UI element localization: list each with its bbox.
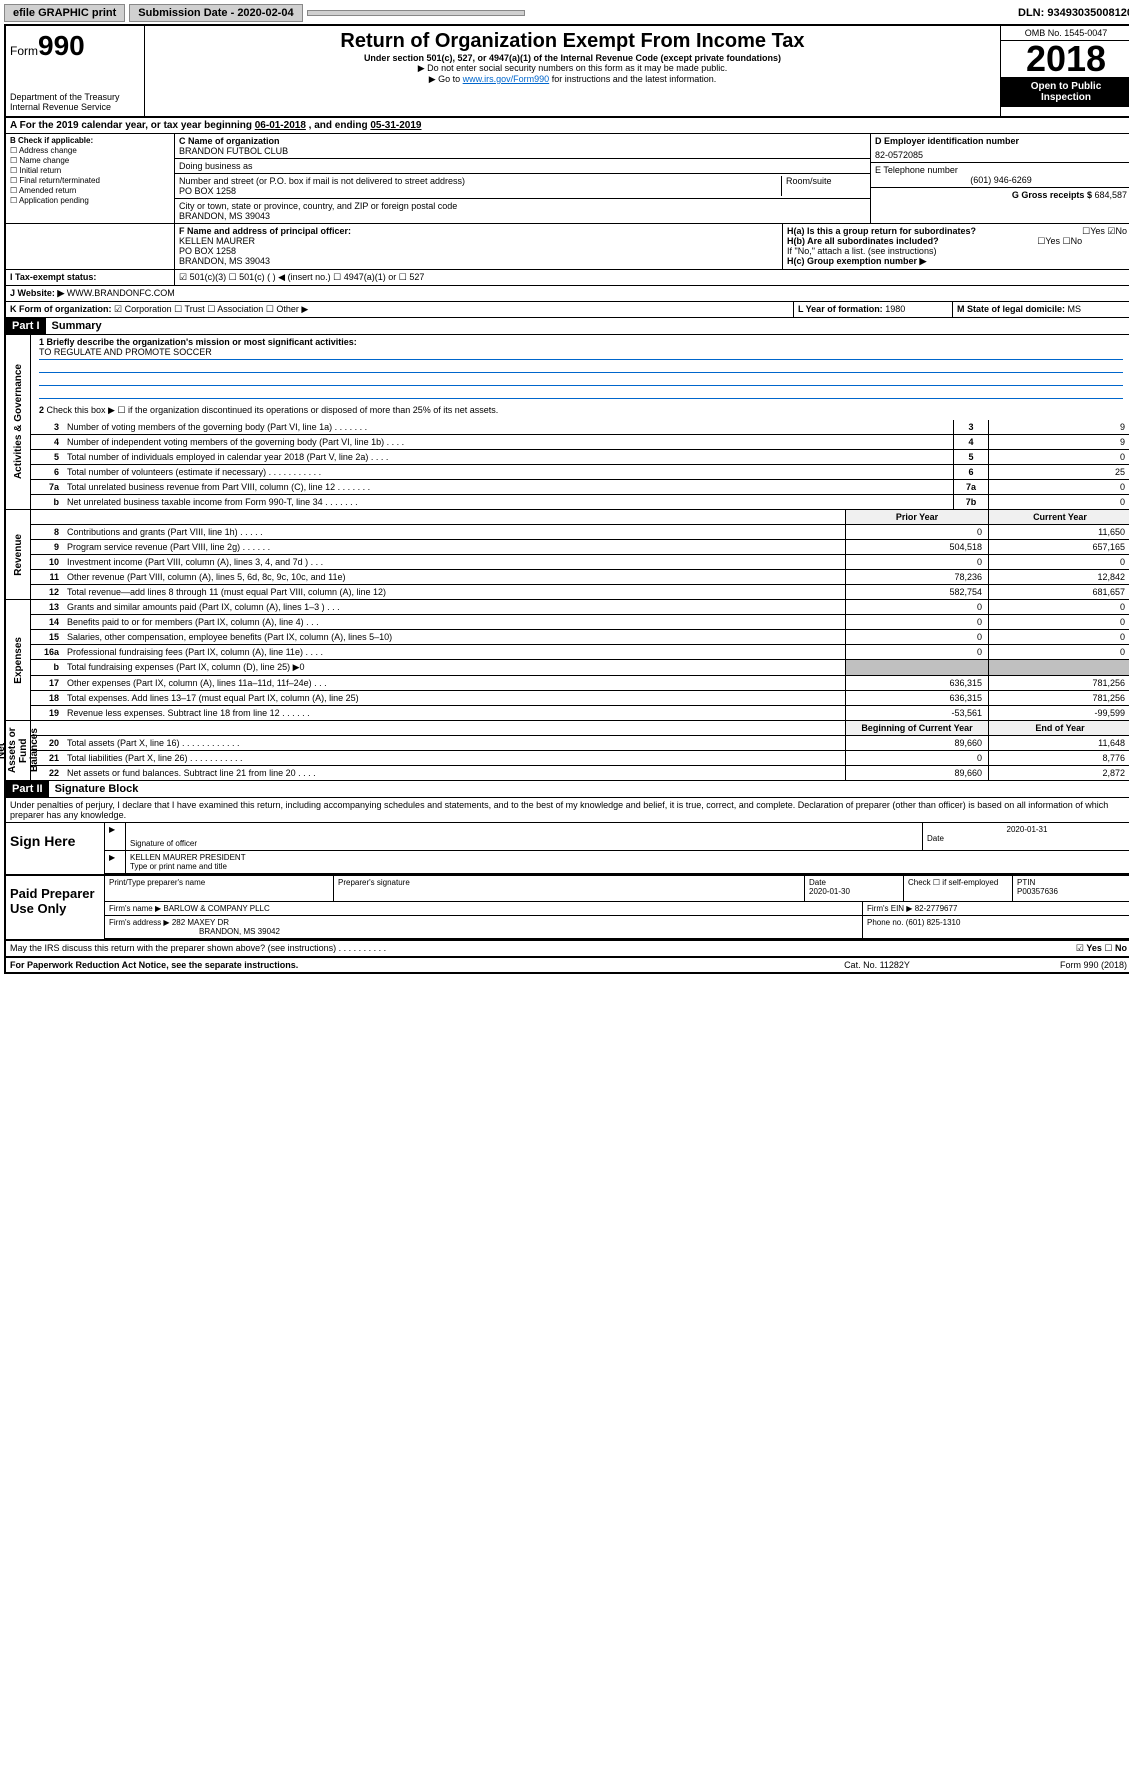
- blank-field: [307, 10, 525, 16]
- section-h: H(a) Is this a group return for subordin…: [783, 224, 1129, 269]
- ag-row: 3 Number of voting members of the govern…: [31, 420, 1129, 435]
- financial-row: 9 Program service revenue (Part VIII, li…: [31, 540, 1129, 555]
- row-i: I Tax-exempt status: ☑ 501(c)(3) ☐ 501(c…: [6, 270, 1129, 286]
- sign-here-block: Sign Here ▶ Signature of officer 2020-01…: [6, 823, 1129, 876]
- ag-row: 4 Number of independent voting members o…: [31, 435, 1129, 450]
- section-de: D Employer identification number 82-0572…: [871, 134, 1129, 223]
- activities-governance-block: Activities & Governance 1 Briefly descri…: [6, 335, 1129, 510]
- section-f: F Name and address of principal officer:…: [175, 224, 783, 269]
- cat-no: Cat. No. 11282Y: [777, 960, 977, 970]
- financial-row: 11 Other revenue (Part VIII, column (A),…: [31, 570, 1129, 585]
- part1-header: Part I Summary: [6, 318, 1129, 335]
- irs-link[interactable]: www.irs.gov/Form990: [463, 74, 550, 84]
- part1-tab: Part I: [6, 318, 46, 334]
- begin-year-header: Beginning of Current Year: [845, 721, 989, 735]
- phone: (601) 946-6269: [875, 175, 1127, 185]
- period-row: A For the 2019 calendar year, or tax yea…: [6, 118, 1129, 134]
- i-blank: [6, 224, 175, 269]
- revenue-block: Revenue Prior Year Current Year 8 Contri…: [6, 510, 1129, 600]
- financial-row: 22 Net assets or fund balances. Subtract…: [31, 766, 1129, 780]
- website-value: WWW.BRANDONFC.COM: [67, 288, 175, 298]
- financial-row: 10 Investment income (Part VIII, column …: [31, 555, 1129, 570]
- prior-year-header: Prior Year: [845, 510, 989, 524]
- instruction-1: ▶ Do not enter social security numbers o…: [149, 63, 996, 74]
- ag-row: b Net unrelated business taxable income …: [31, 495, 1129, 509]
- form-container: Form990 Department of the Treasury Inter…: [4, 24, 1129, 974]
- form-subtitle: Under section 501(c), 527, or 4947(a)(1)…: [149, 53, 996, 63]
- ag-vlabel: Activities & Governance: [11, 360, 26, 483]
- phone-label: E Telephone number: [875, 165, 1127, 175]
- dba-label: Doing business as: [179, 161, 866, 171]
- dept-label: Department of the Treasury Internal Reve…: [10, 92, 140, 112]
- row-fh: F Name and address of principal officer:…: [6, 224, 1129, 270]
- ag-row: 7a Total unrelated business revenue from…: [31, 480, 1129, 495]
- net-vlabel: Net Assets or Fund Balances: [0, 721, 42, 780]
- form-number: 990: [38, 30, 85, 61]
- financial-row: b Total fundraising expenses (Part IX, c…: [31, 660, 1129, 676]
- gross-label: G Gross receipts $: [1012, 190, 1095, 200]
- section-b-header: B Check if applicable:: [10, 136, 170, 145]
- financial-row: 15 Salaries, other compensation, employe…: [31, 630, 1129, 645]
- preparer-block: Paid Preparer Use Only Print/Type prepar…: [6, 876, 1129, 941]
- efile-button[interactable]: efile GRAPHIC print: [4, 4, 125, 22]
- open-public: Open to Public Inspection: [1001, 77, 1129, 107]
- header-left: Form990 Department of the Treasury Inter…: [6, 26, 145, 116]
- expenses-block: Expenses 13 Grants and similar amounts p…: [6, 600, 1129, 721]
- form-header: Form990 Department of the Treasury Inter…: [6, 26, 1129, 118]
- ag-row: 6 Total number of volunteers (estimate i…: [31, 465, 1129, 480]
- financial-row: 12 Total revenue—add lines 8 through 11 …: [31, 585, 1129, 599]
- tax-year: 2018: [1001, 41, 1129, 77]
- ag-row: 5 Total number of individuals employed i…: [31, 450, 1129, 465]
- sign-here-label: Sign Here: [6, 823, 105, 874]
- addr-label: Number and street (or P.O. box if mail i…: [179, 176, 781, 186]
- mission-text: TO REGULATE AND PROMOTE SOCCER: [39, 347, 1123, 360]
- rev-vlabel: Revenue: [11, 530, 26, 580]
- row-j: J Website: ▶ WWW.BRANDONFC.COM: [6, 286, 1129, 302]
- form-label: Form: [10, 44, 38, 58]
- org-name-label: C Name of organization: [179, 136, 866, 146]
- submission-date: Submission Date - 2020-02-04: [129, 4, 302, 22]
- form-title: Return of Organization Exempt From Incom…: [149, 30, 996, 53]
- form-footer: Form 990 (2018): [977, 960, 1127, 970]
- part2-title: Signature Block: [49, 783, 139, 795]
- financial-row: 21 Total liabilities (Part X, line 26) .…: [31, 751, 1129, 766]
- section-c: C Name of organization BRANDON FUTBOL CL…: [175, 134, 871, 223]
- ein-label: D Employer identification number: [875, 136, 1127, 146]
- discuss-row: May the IRS discuss this return with the…: [6, 941, 1129, 958]
- instruction-2: ▶ Go to www.irs.gov/Form990 for instruct…: [149, 74, 996, 85]
- financial-row: 19 Revenue less expenses. Subtract line …: [31, 706, 1129, 720]
- perjury-statement: Under penalties of perjury, I declare th…: [6, 798, 1129, 823]
- header-right: OMB No. 1545-0047 2018 Open to Public In…: [1000, 26, 1129, 116]
- net-assets-block: Net Assets or Fund Balances Beginning of…: [6, 721, 1129, 781]
- financial-row: 17 Other expenses (Part IX, column (A), …: [31, 676, 1129, 691]
- header-center: Return of Organization Exempt From Incom…: [145, 26, 1000, 116]
- info-grid: B Check if applicable: ☐ Address change …: [6, 134, 1129, 224]
- address: PO BOX 1258: [179, 186, 781, 196]
- part1-title: Summary: [46, 320, 102, 332]
- part2-tab: Part II: [6, 781, 49, 797]
- ein: 82-0572085: [875, 150, 1127, 160]
- section-b: B Check if applicable: ☐ Address change …: [6, 134, 175, 223]
- city-label: City or town, state or province, country…: [179, 201, 866, 211]
- financial-row: 16a Professional fundraising fees (Part …: [31, 645, 1129, 660]
- room-label: Room/suite: [781, 176, 866, 196]
- footer-row: For Paperwork Reduction Act Notice, see …: [6, 958, 1129, 972]
- row-klm: K Form of organization: ☑ Corporation ☐ …: [6, 302, 1129, 318]
- financial-row: 18 Total expenses. Add lines 13–17 (must…: [31, 691, 1129, 706]
- financial-row: 13 Grants and similar amounts paid (Part…: [31, 600, 1129, 615]
- city: BRANDON, MS 39043: [179, 211, 866, 221]
- top-bar: efile GRAPHIC print Submission Date - 20…: [4, 4, 1129, 22]
- financial-row: 14 Benefits paid to or for members (Part…: [31, 615, 1129, 630]
- end-year-header: End of Year: [989, 721, 1129, 735]
- financial-row: 8 Contributions and grants (Part VIII, l…: [31, 525, 1129, 540]
- paperwork-notice: For Paperwork Reduction Act Notice, see …: [10, 960, 777, 970]
- financial-row: 20 Total assets (Part X, line 16) . . . …: [31, 736, 1129, 751]
- preparer-label: Paid Preparer Use Only: [6, 876, 105, 939]
- dln: DLN: 93493035008120: [1018, 7, 1129, 19]
- org-name: BRANDON FUTBOL CLUB: [179, 146, 866, 156]
- part2-header: Part II Signature Block: [6, 781, 1129, 798]
- exp-vlabel: Expenses: [11, 633, 26, 688]
- gross-receipts: 684,587: [1094, 190, 1127, 200]
- current-year-header: Current Year: [989, 510, 1129, 524]
